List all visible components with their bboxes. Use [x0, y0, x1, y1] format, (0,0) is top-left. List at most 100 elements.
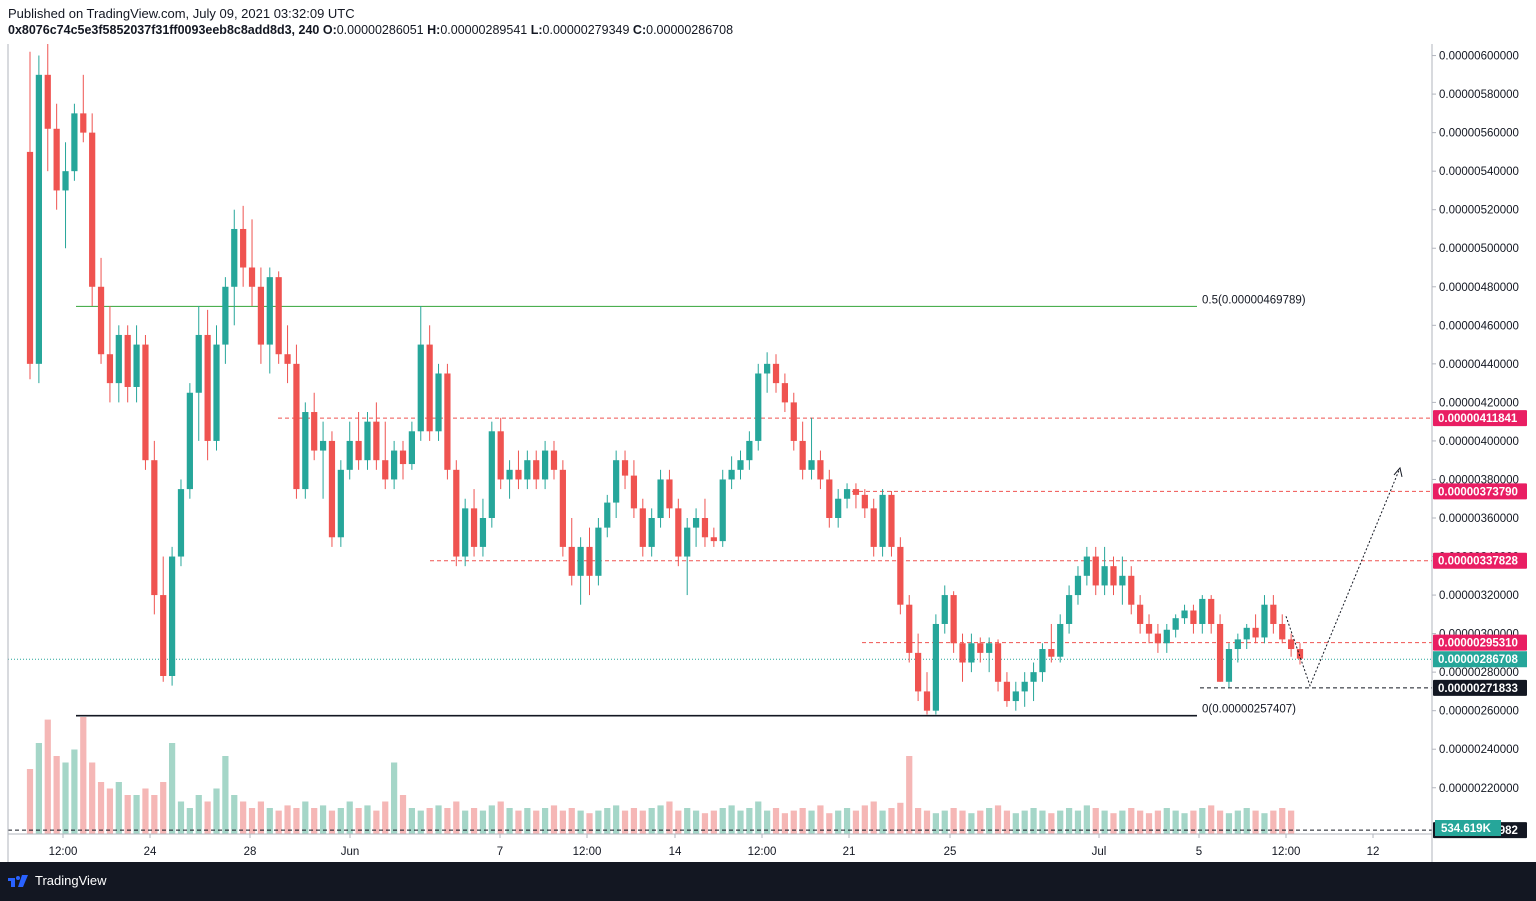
volume-bar: [89, 762, 96, 834]
volume-bar: [62, 762, 69, 834]
volume-bar: [382, 801, 389, 834]
candle-down: [701, 518, 709, 538]
volume-bar: [231, 795, 238, 834]
volume-bar: [426, 808, 433, 834]
price-axis-label: 0.00000460000: [1439, 320, 1519, 332]
volume-bar: [746, 808, 753, 834]
volume-bar: [1234, 810, 1241, 834]
volume-bar: [835, 810, 842, 834]
level-tag-label: 0.00000271833: [1438, 683, 1518, 695]
volume-bar: [1021, 810, 1028, 834]
candle-up: [71, 113, 78, 172]
level-tag-label: 0.00000373790: [1438, 486, 1518, 498]
candle-up: [1083, 556, 1090, 576]
candle-down: [311, 412, 318, 451]
projection-line: [1285, 467, 1401, 688]
volume-bar: [355, 808, 362, 834]
volume-tag: [1435, 820, 1501, 836]
volume-bar: [843, 808, 851, 834]
volume-bar: [772, 808, 780, 834]
volume-bar: [755, 801, 762, 834]
symbol-interval[interactable]: 0x8076c74c5e3f5852037f31ff0093eeb8c8add8…: [8, 23, 320, 37]
candle-down: [1270, 604, 1277, 624]
volume-bar: [959, 810, 966, 834]
tradingview-logo[interactable]: TradingView: [8, 873, 107, 888]
candle-up: [1101, 566, 1108, 586]
price-axis-label: 0.00000600000: [1439, 51, 1519, 63]
volume-bar: [550, 805, 558, 834]
candle-down: [888, 494, 895, 547]
volume-bar: [444, 808, 451, 834]
candle-down: [772, 363, 780, 384]
volume-bar: [1208, 805, 1215, 834]
chart-pane[interactable]: [8, 44, 1432, 834]
price-axis-label: 0.00000400000: [1439, 436, 1519, 448]
candle-down: [426, 344, 433, 432]
candle-down: [124, 334, 131, 387]
volume-bar: [977, 810, 984, 834]
volume-bar: [1057, 810, 1064, 834]
volume-bar: [1003, 810, 1011, 834]
time-axis-label: 7: [497, 846, 503, 858]
volume-bar: [817, 805, 824, 834]
candle-up: [843, 489, 851, 499]
candle-down: [275, 277, 282, 355]
volume-bar: [319, 805, 327, 834]
time-axis[interactable]: 12:00 24 28 Jun 7 12:00 14 12:00 21 25 Jul 5 12:00 12: [49, 834, 1380, 858]
candle-down: [1279, 623, 1286, 640]
volume-bar: [932, 813, 939, 834]
candle-up: [808, 460, 815, 470]
volume-bar: [1163, 808, 1170, 834]
volume-bar: [541, 808, 549, 834]
volume-bar: [968, 813, 975, 834]
volume-bar: [692, 810, 700, 834]
volume-bar: [524, 808, 531, 834]
volume-bar: [577, 810, 584, 834]
candle-up: [1012, 691, 1019, 702]
candle-down: [1296, 649, 1304, 659]
volume-bar: [462, 810, 469, 834]
candle-down: [1128, 575, 1135, 605]
price-axis-label: 0.00000540000: [1439, 166, 1519, 178]
candle-down: [826, 479, 833, 518]
candle-down: [710, 537, 717, 542]
volume-bar: [417, 810, 424, 834]
price-axis-label: 0.00000220000: [1439, 783, 1519, 795]
candle-down: [1003, 681, 1011, 702]
open-label: O:: [322, 23, 337, 37]
level-tag: [1433, 483, 1527, 500]
volume-bar: [1048, 813, 1055, 834]
candle-down: [950, 595, 957, 644]
high-value: 0.00000289541: [440, 23, 528, 37]
volume-bar: [328, 810, 336, 834]
candle-down: [621, 460, 629, 476]
candle-up: [115, 334, 122, 384]
candle-up: [213, 344, 220, 441]
candle-up: [524, 460, 531, 480]
level-tag: [1433, 679, 1527, 696]
candle-up: [1119, 575, 1126, 586]
candle-up: [879, 494, 886, 547]
price-chart[interactable]: 0.5(0.00000469789) 0(0.00000257407) 0.000…: [0, 0, 1536, 862]
volume-bar: [994, 805, 1002, 834]
level-tag-label: 0.00000337828: [1438, 556, 1519, 568]
candle-down: [1048, 649, 1055, 657]
volume-bar: [1270, 810, 1277, 834]
volume-bar: [1154, 810, 1162, 834]
volume-bar: [1092, 808, 1099, 834]
candle-down: [559, 469, 566, 547]
volume-bar: [630, 808, 638, 834]
candle-up: [1172, 618, 1179, 630]
time-axis-label: 5: [1196, 846, 1202, 858]
candle-up: [1074, 575, 1082, 596]
volume-bar: [1261, 813, 1268, 834]
volume-bar: [133, 795, 140, 834]
volume-bar: [1119, 810, 1126, 834]
candle-up: [604, 502, 611, 528]
candle-down: [80, 113, 87, 133]
candle-down: [959, 643, 966, 663]
volume-bar: [453, 801, 460, 834]
candle-up: [746, 440, 753, 461]
volume-bar: [115, 782, 122, 834]
candle-up: [835, 498, 842, 518]
